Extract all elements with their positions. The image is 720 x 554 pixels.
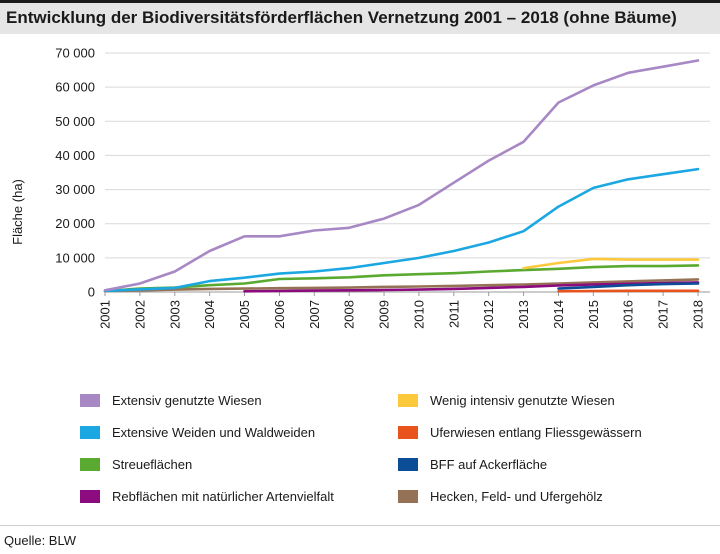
legend-swatch — [80, 490, 100, 503]
x-tick-label: 2012 — [481, 300, 496, 329]
y-tick-label: 10 000 — [55, 250, 95, 265]
legend-label: BFF auf Ackerfläche — [430, 457, 547, 472]
series-line-0 — [105, 61, 698, 291]
x-tick-label: 2018 — [691, 300, 706, 329]
legend-label: Extensive Weiden und Waldweiden — [112, 425, 315, 440]
x-tick-label: 2009 — [377, 300, 392, 329]
chart: 0 10 000 20 000 30 000 40 000 50 000 60 000 70 … — [0, 34, 720, 384]
legend-label: Rebflächen mit natürlicher Artenvielfalt — [112, 489, 334, 504]
x-tick-label: 2013 — [516, 300, 531, 329]
y-axis-label: Fläche (ha) — [10, 179, 25, 245]
x-tick-label: 2005 — [237, 300, 252, 329]
legend-swatch — [80, 458, 100, 471]
legend-swatch — [80, 394, 100, 407]
legend-item: Extensive Weiden und Waldweiden — [80, 422, 315, 442]
x-tick-label: 2010 — [411, 300, 426, 329]
legend-item: Hecken, Feld- und Ufergehölz — [398, 486, 603, 506]
x-tick-label: 2011 — [446, 300, 461, 328]
legend-swatch — [398, 490, 418, 503]
legend-item: Rebflächen mit natürlicher Artenvielfalt — [80, 486, 334, 506]
legend-item: Wenig intensiv genutzte Wiesen — [398, 390, 615, 410]
x-tick-labels: 2001 2002 2003 2004 2005 2006 2007 2008 2009 2010… — [98, 292, 706, 329]
x-tick-label: 2002 — [132, 300, 147, 329]
gridlines — [105, 53, 710, 258]
legend: Extensiv genutzte Wiesen Wenig intensiv g… — [80, 385, 680, 515]
legend-label: Extensiv genutzte Wiesen — [112, 393, 262, 408]
y-tick-label: 50 000 — [55, 114, 95, 129]
legend-swatch — [398, 426, 418, 439]
series-lines — [105, 61, 698, 292]
series-line-3 — [559, 291, 699, 292]
y-tick-label: 20 000 — [55, 216, 95, 231]
legend-label: Hecken, Feld- und Ufergehölz — [430, 489, 603, 504]
legend-label: Streueflächen — [112, 457, 192, 472]
legend-swatch — [398, 458, 418, 471]
chart-title: Entwicklung der Biodiversitätsförderfläc… — [6, 8, 677, 28]
legend-item: Extensiv genutzte Wiesen — [80, 390, 262, 410]
x-tick-label: 2015 — [586, 300, 601, 329]
legend-item: Streueflächen — [80, 454, 192, 474]
title-bar: Entwicklung der Biodiversitätsförderfläc… — [0, 0, 720, 34]
legend-label: Wenig intensiv genutzte Wiesen — [430, 393, 615, 408]
source-note: Quelle: BLW — [4, 533, 76, 548]
y-tick-label: 30 000 — [55, 182, 95, 197]
y-tick-label: 70 000 — [55, 46, 95, 61]
x-tick-label: 2017 — [656, 300, 671, 329]
legend-swatch — [398, 394, 418, 407]
x-tick-label: 2004 — [202, 300, 217, 329]
x-tick-label: 2007 — [307, 300, 322, 329]
y-tick-label: 40 000 — [55, 148, 95, 163]
legend-label: Uferwiesen entlang Fliessgewässern — [430, 425, 642, 440]
x-tick-label: 2014 — [551, 300, 566, 329]
x-tick-label: 2006 — [272, 300, 287, 329]
legend-swatch — [80, 426, 100, 439]
series-line-2 — [105, 169, 698, 291]
x-tick-label: 2001 — [98, 300, 113, 329]
x-tick-label: 2008 — [342, 300, 357, 329]
x-tick-label: 2003 — [167, 300, 182, 329]
y-tick-label: 60 000 — [55, 80, 95, 95]
x-tick-label: 2016 — [621, 300, 636, 329]
y-tick-labels: 0 10 000 20 000 30 000 40 000 50 000 60 000 70 … — [55, 46, 95, 300]
legend-item: BFF auf Ackerfläche — [398, 454, 547, 474]
y-tick-label: 0 — [88, 285, 95, 300]
legend-item: Uferwiesen entlang Fliessgewässern — [398, 422, 642, 442]
